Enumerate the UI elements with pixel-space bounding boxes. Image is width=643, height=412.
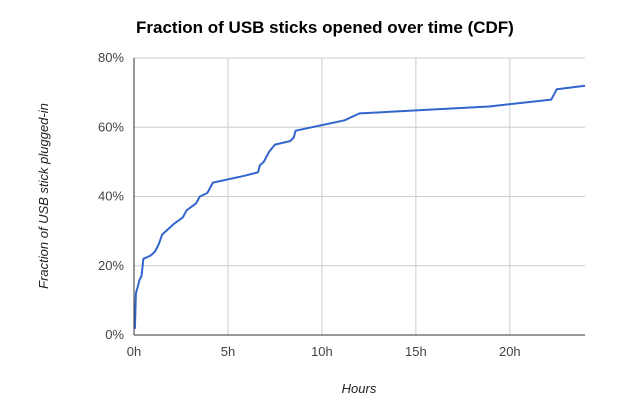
x-tick-label: 15h <box>405 344 427 359</box>
x-tick-label: 0h <box>127 344 141 359</box>
x-tick-label: 10h <box>311 344 333 359</box>
y-tick-label: 60% <box>98 119 124 134</box>
y-tick-label: 40% <box>98 189 124 204</box>
series-group <box>133 84 586 330</box>
cdf-series-line <box>133 84 586 330</box>
y-tick-label: 20% <box>98 258 124 273</box>
x-tick-label: 20h <box>499 344 521 359</box>
y-tick-label: 80% <box>98 50 124 65</box>
x-axis-ticks: 0h 5h 10h 15h 20h <box>127 344 521 359</box>
y-tick-label: 0% <box>105 327 124 342</box>
x-tick-label: 5h <box>221 344 235 359</box>
axes <box>133 58 585 336</box>
y-axis-label: Fraction of USB stick plugged-in <box>36 103 51 289</box>
grid <box>134 57 585 335</box>
x-axis-label: Hours <box>342 381 377 396</box>
y-axis-ticks: 0% 20% 40% 60% 80% <box>98 50 124 342</box>
chart-title: Fraction of USB sticks opened over time … <box>136 18 514 37</box>
